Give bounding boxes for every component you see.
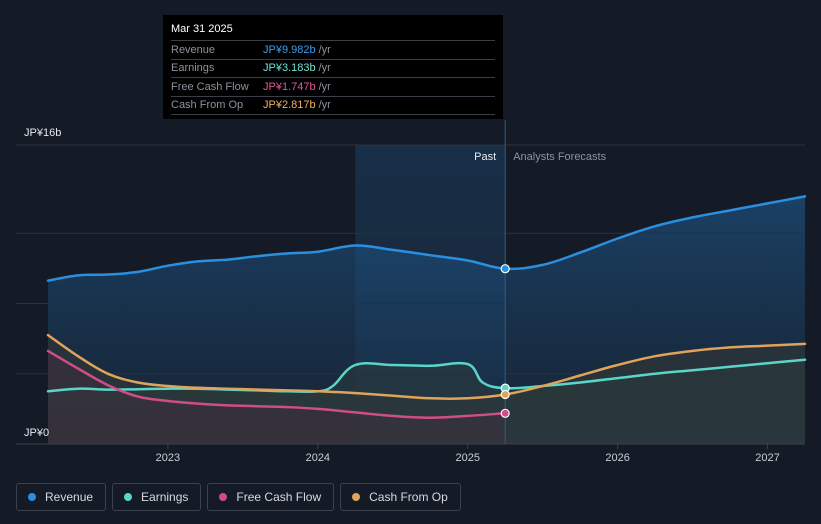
tooltip-value: JP¥9.982b	[263, 43, 316, 56]
legend: Revenue Earnings Free Cash Flow Cash Fro…	[16, 483, 461, 511]
x-tick-label: 2027	[755, 452, 779, 464]
free-cash-flow-line	[46, 349, 507, 419]
tooltip-unit: /yr	[318, 99, 331, 112]
y-axis-top-label: JP¥16b	[24, 127, 61, 139]
y-axis-bottom-label: JP¥0	[24, 427, 49, 439]
tooltip-row-revenue: Revenue JP¥9.982b /yr	[171, 40, 495, 59]
tooltip-label: Earnings	[171, 62, 215, 75]
free-cash-flow-area	[48, 350, 506, 444]
legend-label: Earnings	[141, 490, 189, 504]
forecast-label: Analysts Forecasts	[513, 151, 606, 163]
legend-label: Free Cash Flow	[236, 490, 322, 504]
tooltip-value: JP¥2.817b	[263, 99, 316, 112]
tooltip-unit: /yr	[318, 43, 331, 56]
tooltip-unit: /yr	[318, 80, 331, 93]
x-tick-label: 2023	[156, 452, 180, 464]
past-label: Past	[474, 151, 496, 163]
tooltip-unit: /yr	[318, 62, 331, 75]
legend-dot-icon	[28, 493, 36, 501]
revenue-marker	[500, 264, 510, 274]
tooltip-value: JP¥3.183b	[263, 62, 316, 75]
free-cash-flow-marker	[500, 408, 510, 418]
x-tick-label: 2024	[306, 452, 330, 464]
tooltip-date: Mar 31 2025	[171, 23, 233, 35]
earnings-line	[46, 358, 807, 394]
legend-item-earnings[interactable]: Earnings	[112, 483, 202, 511]
tooltip-row-cash-from-op: Cash From Op JP¥2.817b /yr	[171, 95, 495, 115]
legend-label: Cash From Op	[369, 490, 448, 504]
legend-item-free-cash-flow[interactable]: Free Cash Flow	[207, 483, 335, 511]
legend-item-revenue[interactable]: Revenue	[16, 483, 107, 511]
tooltip-label: Free Cash Flow	[171, 80, 249, 93]
legend-dot-icon	[219, 493, 228, 501]
legend-item-cash-from-op[interactable]: Cash From Op	[340, 483, 461, 511]
legend-dot-icon	[352, 493, 361, 501]
x-tick-label: 2025	[455, 452, 479, 464]
revenue-line	[46, 195, 807, 282]
tooltip-value: JP¥1.747b	[263, 80, 316, 93]
tooltip-label: Revenue	[171, 43, 216, 56]
tooltip-row-free-cash-flow: Free Cash Flow JP¥1.747b /yr	[171, 77, 495, 96]
x-tick-label: 2026	[605, 452, 629, 464]
cash-from-op-line	[46, 333, 807, 400]
legend-label: Revenue	[45, 490, 94, 504]
legend-dot-icon	[124, 493, 133, 501]
tooltip: Mar 31 2025 Revenue JP¥9.982b /yr Earnin…	[163, 15, 503, 119]
tooltip-label: Cash From Op	[171, 99, 244, 112]
tooltip-row-earnings: Earnings JP¥3.183b /yr	[171, 58, 495, 78]
cash-from-op-marker	[500, 389, 510, 400]
